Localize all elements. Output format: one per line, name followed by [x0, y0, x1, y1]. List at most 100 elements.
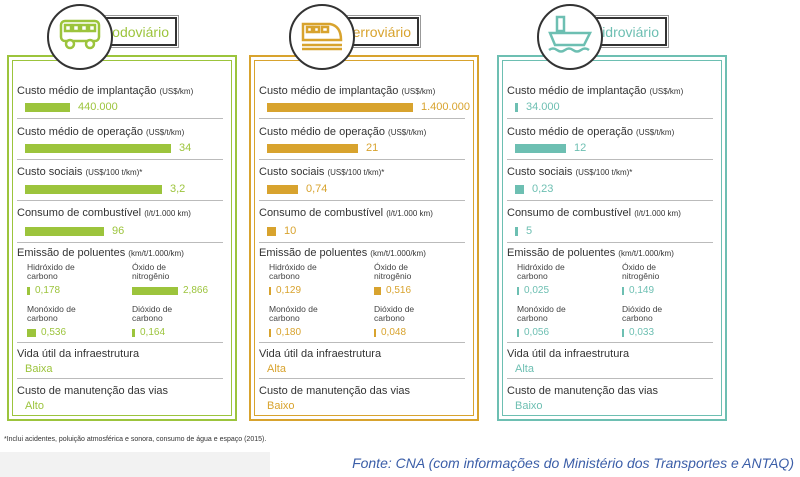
metric-unit: (US$/km) [159, 87, 194, 96]
metric-unit: (US$/100 t/km)* [327, 168, 385, 177]
emission-bar [622, 329, 624, 337]
metric-bar [25, 103, 70, 112]
emission-value: 0,025 [524, 285, 550, 296]
emission-value: 0,536 [41, 327, 67, 338]
divider [259, 378, 465, 379]
source-caption: Fonte: CNA (com informações do Ministéri… [352, 455, 794, 471]
metric-unit: (US$/t/km) [146, 128, 185, 137]
divider [17, 159, 223, 160]
divider [507, 378, 713, 379]
divider [259, 342, 465, 343]
emission-bar [374, 329, 376, 337]
divider [17, 118, 223, 119]
emission-label: Óxido de nitrogênio [132, 262, 170, 281]
panel-0: Custo médio de implantação (US$/km) 440.0… [7, 55, 237, 421]
emission-value: 0,164 [140, 327, 166, 338]
divider [17, 200, 223, 201]
emission-bar [132, 329, 135, 337]
metric-name: Custo médio de operação [507, 126, 633, 138]
emission-label: Dióxido de carbono [622, 304, 663, 323]
metric-unit: (US$/100 t/km)* [85, 168, 143, 177]
maintenance-label: Custo de manutenção das vias [507, 385, 659, 397]
divider [17, 378, 223, 379]
emissions-name: Emissão de poluentes [507, 247, 616, 259]
life-value: Baixa [25, 363, 53, 375]
divider [259, 200, 465, 201]
emission-bar [27, 287, 30, 295]
emissions-unit: (km/t/1.000/km) [128, 249, 184, 258]
metric-value: 10 [284, 225, 297, 237]
metric-name: Consumo de combustível [507, 207, 632, 219]
metric-label: Custo sociais (US$/100 t/km)* [259, 166, 469, 178]
maintenance-label: Custo de manutenção das vias [17, 385, 169, 397]
emission-label: Monóxido de carbono [269, 304, 318, 323]
metric-label: Consumo de combustível (l/t/1.000 km) [17, 207, 227, 219]
emission-value: 2,866 [183, 285, 209, 296]
metric-bar [25, 144, 171, 153]
metric-label: Consumo de combustível (l/t/1.000 km) [259, 207, 469, 219]
emissions-label: Emissão de poluentes (km/t/1.000/km) [507, 247, 717, 259]
emission-bar [269, 329, 271, 337]
emissions-name: Emissão de poluentes [17, 247, 126, 259]
emission-bar [622, 287, 624, 295]
metric-bar [515, 227, 518, 236]
emissions-unit: (km/t/1.000/km) [618, 249, 674, 258]
maintenance-value: Baixo [267, 400, 295, 412]
emission-bar [517, 287, 519, 295]
metric-bar [267, 144, 358, 153]
metric-unit: (US$/100 t/km)* [575, 168, 633, 177]
metric-name: Custo médio de operação [17, 126, 143, 138]
icon-circle [47, 4, 113, 70]
life-value: Alta [515, 363, 534, 375]
metric-name: Custo médio de implantação [507, 85, 647, 97]
metric-bar [515, 144, 566, 153]
icon-circle [289, 4, 355, 70]
metric-value: 0,74 [306, 183, 328, 195]
metric-unit: (US$/t/km) [636, 128, 675, 137]
emission-bar [374, 287, 381, 295]
metric-unit: (US$/km) [401, 87, 436, 96]
icon-circle [537, 4, 603, 70]
emission-label: Hidróxido de carbono [27, 262, 75, 281]
life-label: Vida útil da infraestrutura [17, 348, 140, 360]
emission-value: 0,516 [386, 285, 412, 296]
metric-name: Custo médio de operação [259, 126, 385, 138]
panel-2: Custo médio de implantação (US$/km) 34.00… [497, 55, 727, 421]
metric-unit: (US$/km) [649, 87, 684, 96]
metric-label: Custo médio de implantação (US$/km) [507, 85, 717, 97]
metric-label: Custo sociais (US$/100 t/km)* [17, 166, 227, 178]
divider [259, 242, 465, 243]
maintenance-label: Custo de manutenção das vias [259, 385, 411, 397]
panel-1: Custo médio de implantação (US$/km) 1.400… [249, 55, 479, 421]
maintenance-value: Alto [25, 400, 44, 412]
metric-label: Custo médio de operação (US$/t/km) [259, 126, 469, 138]
metric-value: 21 [366, 142, 379, 154]
emission-label: Hidróxido de carbono [517, 262, 565, 281]
metric-bar [267, 185, 298, 194]
emission-label: Óxido de nitrogênio [374, 262, 412, 281]
metric-name: Custo sociais [17, 166, 83, 178]
footnote: *Inclui acidentes, poluição atmosférica … [4, 436, 267, 443]
metric-unit: (US$/t/km) [388, 128, 427, 137]
divider [259, 159, 465, 160]
emission-value: 0,033 [629, 327, 655, 338]
emission-label: Óxido de nitrogênio [622, 262, 660, 281]
metric-value: 34 [179, 142, 192, 154]
emission-value: 0,056 [524, 327, 550, 338]
metric-value: 440.000 [78, 101, 118, 113]
divider [259, 118, 465, 119]
divider [507, 342, 713, 343]
divider [507, 200, 713, 201]
metric-value: 1.400.000 [421, 101, 470, 113]
emission-value: 0,178 [35, 285, 61, 296]
emission-label: Monóxido de carbono [517, 304, 566, 323]
background-band [0, 452, 270, 477]
emission-bar [517, 329, 519, 337]
emission-label: Monóxido de carbono [27, 304, 76, 323]
metric-label: Custo médio de operação (US$/t/km) [507, 126, 717, 138]
emission-value: 0,149 [629, 285, 655, 296]
bus-icon [58, 18, 102, 57]
metric-bar [25, 185, 162, 194]
emission-value: 0,129 [276, 285, 302, 296]
life-value: Alta [267, 363, 286, 375]
